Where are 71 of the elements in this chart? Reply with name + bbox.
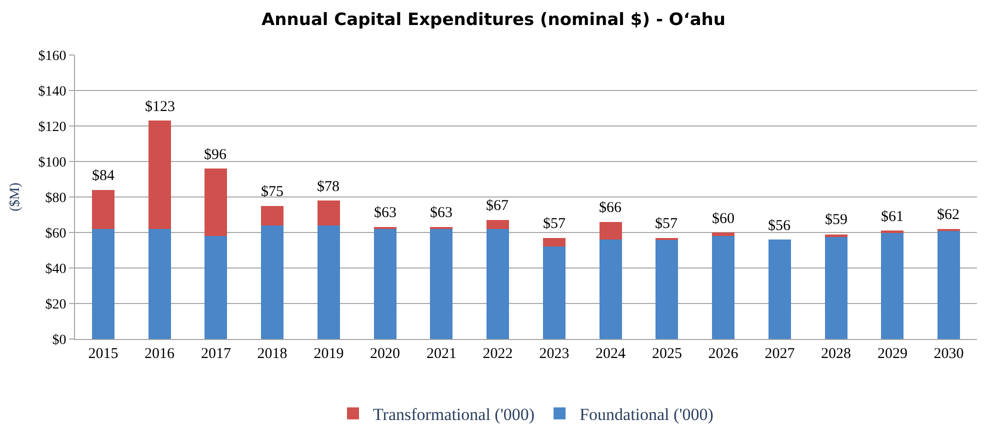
- total-label: $84: [92, 168, 115, 184]
- bar: [204, 236, 228, 339]
- y-tick-label: $140: [38, 84, 66, 100]
- total-label: $75: [261, 184, 284, 200]
- bar: [599, 222, 622, 240]
- bar: [148, 120, 171, 229]
- x-tick-label: 2030: [934, 346, 964, 362]
- bar: [712, 232, 735, 236]
- x-tick-label: 2020: [370, 346, 400, 362]
- bar: [486, 220, 510, 229]
- x-tick-label: 2017: [200, 346, 232, 362]
- bar: [261, 206, 284, 226]
- y-tick-label: $120: [38, 120, 66, 135]
- total-label: $57: [655, 216, 678, 232]
- bar: [486, 228, 510, 339]
- bar: [374, 228, 396, 339]
- total-label: $57: [543, 216, 566, 232]
- bar: [712, 236, 735, 339]
- total-label: $62: [937, 207, 960, 223]
- x-tick-label: 2022: [482, 346, 513, 362]
- y-tick-label: $0: [52, 332, 66, 348]
- x-tick-label: 2026: [708, 346, 739, 362]
- bar: [92, 190, 114, 229]
- y-tick-label: $60: [45, 226, 66, 242]
- chart-title: Annual Capital Expenditures (nominal $) - O‘ahu: [261, 10, 726, 30]
- x-tick-label: 2024: [596, 346, 626, 362]
- bar: [542, 246, 566, 339]
- bar: [938, 230, 960, 339]
- bar: [317, 225, 340, 339]
- y-tick-label: $160: [38, 48, 66, 64]
- total-label: $78: [317, 179, 340, 195]
- total-label: $63: [430, 205, 452, 221]
- total-label: $60: [712, 211, 734, 227]
- total-label: $67: [486, 198, 509, 214]
- legend-label: Transformational ('000): [373, 404, 535, 424]
- bar: [881, 232, 904, 339]
- bar: [599, 240, 622, 339]
- total-label: $56: [768, 218, 791, 234]
- y-tick-label: $40: [45, 262, 66, 277]
- x-tick-label: 2025: [652, 346, 682, 362]
- y-tick-label: $80: [45, 190, 66, 206]
- x-tick-label: 2019: [314, 346, 344, 362]
- x-tick-label: 2021: [426, 346, 456, 362]
- y-tick-label: $20: [45, 297, 66, 312]
- bar: [92, 228, 114, 339]
- x-tick-label: 2015: [88, 346, 118, 362]
- x-tick-label: 2028: [821, 346, 852, 362]
- bar: [148, 228, 171, 339]
- total-label: $123: [145, 99, 175, 115]
- total-label: $96: [204, 147, 227, 163]
- bar: [430, 228, 453, 339]
- y-tick-label: $100: [38, 155, 66, 170]
- x-tick-label: 2016: [144, 346, 176, 362]
- bar: [542, 238, 566, 247]
- total-label: $59: [825, 212, 848, 228]
- x-tick-label: 2018: [257, 346, 288, 362]
- y-axis-title: ($M): [8, 182, 23, 212]
- bar: [768, 240, 791, 339]
- legend-label: Foundational ('000): [580, 404, 714, 424]
- total-label: $63: [374, 205, 396, 221]
- bar: [317, 200, 340, 226]
- x-tick-label: 2027: [764, 346, 796, 362]
- x-tick-label: 2029: [877, 346, 908, 362]
- bar: [261, 225, 284, 339]
- total-label: $61: [881, 209, 904, 225]
- total-label: $66: [599, 200, 622, 216]
- bar: [656, 240, 678, 339]
- bar: [824, 236, 848, 339]
- x-tick-label: 2023: [539, 346, 570, 362]
- bar: [204, 168, 228, 236]
- bar: [824, 234, 848, 237]
